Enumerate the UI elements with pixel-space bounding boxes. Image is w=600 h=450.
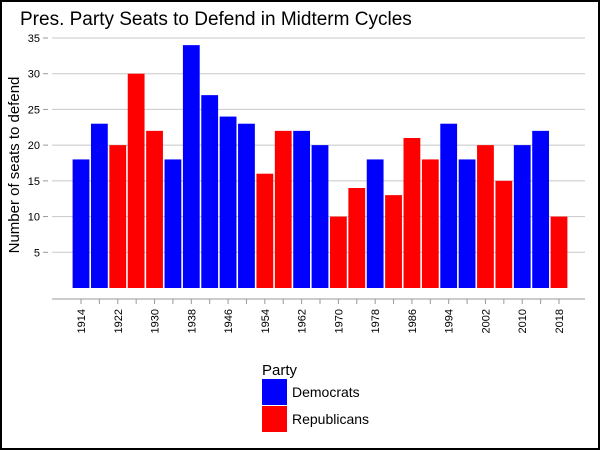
bar	[90, 123, 108, 289]
x-tick-label: 1930	[150, 309, 162, 333]
legend-label: Republicans	[292, 411, 369, 427]
chart-title: Pres. Party Seats to Defend in Midterm C…	[20, 9, 412, 30]
x-tick-label: 1954	[260, 309, 272, 333]
x-axis: 1914 1922 1930 1938 1946 1954 1962 1970 1978 1986…	[52, 298, 585, 333]
bar	[238, 123, 255, 289]
bar	[403, 138, 421, 288]
bar	[256, 173, 274, 288]
bar	[532, 130, 550, 288]
legend-label: Democrats	[292, 384, 360, 400]
legend-title: Party	[262, 362, 298, 379]
legend-items: Democrats Republicans	[262, 379, 369, 432]
bar	[274, 130, 292, 288]
bar	[182, 45, 200, 288]
x-tick-label: 1914	[76, 309, 88, 333]
x-tick-label: 1978	[370, 309, 382, 333]
x-tick-label: 2002	[480, 309, 492, 333]
x-tick-label: 1962	[297, 309, 309, 333]
bar	[550, 216, 568, 288]
bar	[385, 195, 402, 288]
x-tick-label: 1922	[113, 309, 125, 333]
bar	[513, 145, 531, 288]
legend-swatch	[262, 406, 287, 432]
x-tick-label: 2010	[517, 309, 529, 333]
bar	[127, 73, 145, 289]
bars	[72, 45, 568, 289]
bar	[219, 116, 237, 288]
bar	[458, 159, 476, 288]
y-tick-label: 15	[28, 176, 40, 188]
x-tick-label: 1946	[223, 309, 235, 333]
bar	[311, 145, 329, 288]
bar	[72, 159, 90, 288]
x-tick-label: 1938	[186, 309, 198, 333]
y-tick-label: 35	[28, 33, 40, 45]
y-axis-label: Number of seats to defend	[6, 77, 23, 254]
bar	[109, 145, 127, 288]
bar	[201, 95, 219, 288]
bar	[366, 159, 384, 288]
bar	[421, 159, 439, 288]
bar	[329, 216, 347, 288]
bar	[477, 145, 494, 288]
bar	[146, 130, 163, 288]
y-axis-ticks: 5 10 15 20 25 30 35	[28, 33, 48, 259]
x-tick-label: 1994	[444, 309, 456, 333]
x-tick-label: 1970	[333, 309, 345, 333]
legend: Party Democrats Republicans	[262, 362, 369, 432]
y-tick-label: 20	[28, 140, 40, 152]
bar	[348, 188, 366, 288]
y-tick-label: 5	[34, 247, 40, 259]
legend-swatch	[262, 379, 287, 405]
bar	[440, 123, 458, 289]
x-tick-label: 1986	[407, 309, 419, 333]
bar	[164, 159, 182, 288]
bar	[293, 130, 311, 288]
bar	[495, 180, 513, 288]
y-tick-label: 30	[28, 69, 40, 81]
x-tick-label: 2018	[554, 309, 566, 333]
y-tick-label: 10	[28, 212, 40, 224]
y-tick-label: 25	[28, 104, 40, 116]
